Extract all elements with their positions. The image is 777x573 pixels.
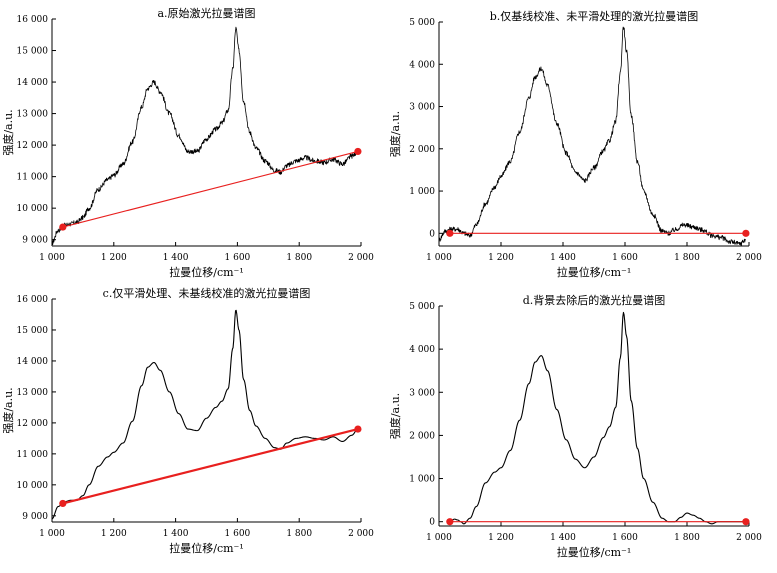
y-tick-label: 13 000 [17, 388, 49, 398]
y-tick-label: 15 000 [17, 47, 49, 57]
x-tick-label: 1 000 [39, 529, 65, 539]
chart-title: d.背景去除后的激光拉曼谱图 [523, 293, 666, 307]
chart-title: c.仅平滑处理、未基线校准的激光拉曼谱图 [103, 286, 311, 300]
y-tick-label: 2 000 [409, 431, 435, 441]
x-tick-label: 1 000 [39, 253, 65, 263]
baseline-point [742, 229, 750, 237]
y-tick-label: 3 000 [409, 103, 435, 113]
baseline-point [59, 223, 67, 231]
x-tick-label: 1 600 [225, 529, 251, 539]
x-tick-label: 1 800 [674, 533, 700, 543]
y-tick-label: 4 000 [409, 60, 435, 70]
y-tick-label: 5 000 [409, 18, 435, 28]
y-tick-label: 9 000 [22, 512, 48, 522]
y-tick-label: 10 000 [17, 204, 49, 214]
baseline-line [62, 428, 359, 505]
spectrum-line [449, 311, 746, 525]
y-tick-label: 11 000 [17, 450, 49, 460]
x-tick-label: 2 000 [736, 533, 762, 543]
x-axis-title: 拉曼位移/cm⁻¹ [557, 265, 632, 279]
y-tick-label: 14 000 [17, 78, 49, 88]
spectrum-line [51, 309, 359, 520]
y-tick-label: 1 000 [409, 187, 435, 197]
baseline-point [354, 425, 362, 433]
x-tick-label: 2 000 [736, 253, 762, 263]
y-tick-label: 0 [429, 518, 435, 528]
chart-panel-d: 1 000 1 200 1 400 1 600 1 800 2 000 0 1 000 2 00… [388, 293, 762, 559]
baseline-point [446, 518, 454, 526]
y-tick-label: 14 000 [17, 357, 49, 367]
y-tick-label: 15 000 [17, 326, 49, 336]
x-tick-label: 2 000 [348, 529, 374, 539]
x-tick-label: 1 400 [163, 529, 189, 539]
y-tick-label: 4 000 [409, 345, 435, 355]
x-tick-label: 1 800 [286, 253, 312, 263]
x-tick-label: 1 000 [426, 533, 452, 543]
chart-panel-b: 1 000 1 200 1 400 1 600 1 800 2 000 0 1 000 2 00… [388, 9, 762, 279]
y-tick-label: 12 000 [17, 141, 49, 151]
x-tick-label: 2 000 [348, 253, 374, 263]
x-tick-label: 1 200 [488, 253, 514, 263]
spectrum-line [438, 26, 746, 246]
chart-panel-a: 1 000 1 200 1 400 1 600 1 800 2 000 9 000 10 00… [1, 6, 374, 279]
y-tick-label: 16 000 [17, 15, 49, 25]
baseline-line [62, 150, 359, 228]
baseline-point [354, 147, 362, 156]
baseline-point [59, 499, 67, 508]
y-axis-title: 强度/a.u. [388, 393, 402, 439]
y-tick-label: 0 [429, 229, 435, 239]
y-tick-label: 3 000 [409, 388, 435, 398]
y-tick-label: 9 000 [22, 236, 48, 246]
x-axis-title: 拉曼位移/cm⁻¹ [169, 541, 244, 555]
x-tick-label: 1 600 [612, 533, 638, 543]
x-tick-label: 1 800 [286, 529, 312, 539]
x-tick-label: 1 200 [101, 253, 127, 263]
chart-title: b.仅基线校准、未平滑处理的激光拉曼谱图 [490, 9, 699, 23]
x-tick-label: 1 400 [550, 533, 576, 543]
x-tick-label: 1 600 [225, 253, 251, 263]
y-tick-label: 13 000 [17, 110, 49, 120]
y-tick-label: 16 000 [17, 295, 49, 305]
baseline-point [742, 518, 750, 526]
x-tick-label: 1 000 [426, 253, 452, 263]
spectrum-line [51, 26, 358, 245]
x-tick-label: 1 400 [550, 253, 576, 263]
x-axis-title: 拉曼位移/cm⁻¹ [169, 265, 244, 279]
x-tick-label: 1 800 [674, 253, 700, 263]
x-tick-label: 1 200 [488, 533, 514, 543]
y-tick-label: 5 000 [409, 302, 435, 312]
x-tick-label: 1 400 [163, 253, 189, 263]
x-tick-label: 1 200 [101, 529, 127, 539]
x-tick-label: 1 600 [612, 253, 638, 263]
baseline-point [446, 229, 454, 237]
y-tick-label: 1 000 [409, 475, 435, 485]
y-axis-title: 强度/a.u. [1, 109, 15, 155]
chart-title: a.原始激光拉曼谱图 [157, 6, 255, 20]
y-axis-title: 强度/a.u. [388, 111, 402, 157]
y-tick-label: 10 000 [17, 481, 49, 491]
y-axis-title: 强度/a.u. [1, 387, 15, 433]
y-tick-label: 11 000 [17, 173, 49, 183]
x-axis-title: 拉曼位移/cm⁻¹ [557, 545, 632, 559]
y-tick-label: 2 000 [409, 145, 435, 155]
chart-panel-c: 1 000 1 200 1 400 1 600 1 800 2 000 9 000 10 00… [1, 286, 374, 555]
y-tick-label: 12 000 [17, 419, 49, 429]
